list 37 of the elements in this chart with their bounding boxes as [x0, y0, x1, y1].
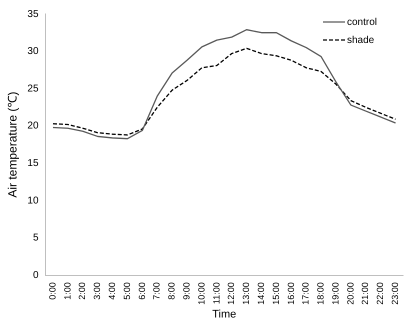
y-tick-label: 25: [27, 83, 39, 94]
legend-label: shade: [347, 34, 375, 46]
y-tick-label: 35: [27, 8, 39, 20]
x-tick-label: 5:00: [122, 282, 132, 300]
x-tick-label: 15:00: [270, 282, 281, 305]
x-tick-label: 16:00: [286, 282, 296, 305]
y-tick-label: 30: [27, 46, 39, 58]
x-tick-label: 21:00: [360, 282, 370, 305]
x-tick-label: 23:00: [390, 282, 400, 305]
x-tick-label: 14:00: [256, 282, 266, 305]
line-series: [52, 48, 396, 136]
x-tick-label: 10:00: [196, 282, 206, 305]
x-tick-label: 11:00: [211, 282, 222, 304]
x-tick-label: 22:00: [375, 282, 386, 305]
y-tick-label: 10: [27, 195, 39, 206]
x-tick-label: 0:00: [47, 282, 58, 300]
x-tick-label: 3:00: [92, 282, 102, 300]
x-tick-label: 4:00: [107, 282, 118, 300]
x-tick-label: 1:00: [62, 282, 72, 300]
y-axis-title: Air temperature (℃): [6, 92, 20, 198]
x-tick-label: 18:00: [316, 282, 326, 305]
x-tick-label: 19:00: [330, 282, 340, 305]
y-tick-label: 20: [27, 120, 39, 132]
x-tick-label: 6:00: [136, 282, 147, 300]
x-tick-label: 20:00: [345, 282, 356, 305]
y-tick-label: 5: [32, 232, 39, 244]
legend-label: control: [347, 16, 378, 28]
x-tick-label: 8:00: [166, 282, 177, 300]
y-tick-label: 0: [32, 270, 39, 282]
y-tick-label: 15: [27, 158, 39, 170]
x-tick-label: 7:00: [152, 282, 162, 300]
x-tick-label: 17:00: [300, 282, 311, 305]
x-tick-label: 9:00: [182, 282, 192, 300]
x-tick-label: 2:00: [77, 282, 88, 300]
x-tick-label: 12:00: [226, 282, 236, 305]
x-axis-title: Time: [212, 308, 236, 320]
x-tick-label: 13:00: [241, 282, 252, 305]
